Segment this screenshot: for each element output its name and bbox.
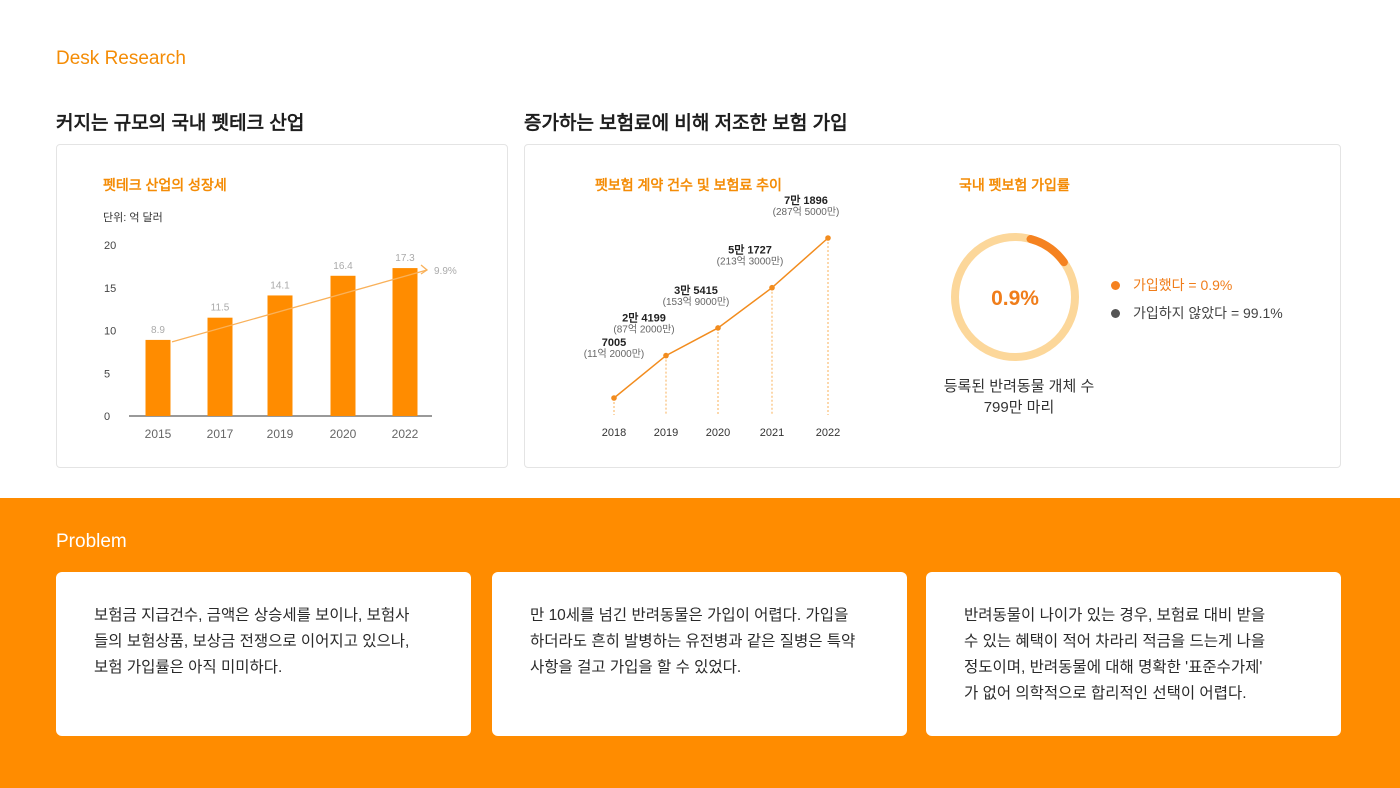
x-tick-label: 2019	[654, 427, 678, 439]
donut-caption-line-2: 799만 마리	[983, 399, 1055, 416]
trend-line	[171, 269, 428, 343]
x-tick-label: 2019	[267, 427, 294, 441]
bar-2017	[207, 317, 233, 416]
pettech-growth-card: 펫테크 산업의 성장세 단위: 억 달러 0 5 10 15 20 8.9 2015 11.5…	[56, 144, 508, 468]
donut-center-value: 0.9%	[991, 287, 1039, 310]
legend-item-not-joined: 가입하지 않았다 = 99.1%	[1111, 299, 1283, 327]
donut-chart-title: 국내 펫보험 가입률	[959, 177, 1070, 193]
donut-arc-joined	[1026, 235, 1068, 267]
point-value-label: 2만 4199	[622, 311, 666, 325]
data-point-2019	[663, 352, 669, 359]
legend-label-not-joined: 가입하지 않았다 = 99.1%	[1133, 305, 1283, 321]
x-tick-label: 2020	[330, 427, 357, 441]
section-label-desk-research: Desk Research	[56, 48, 186, 69]
legend-dot-joined	[1111, 280, 1120, 290]
problem-card-1: 보험금 지급건수, 금액은 상승세를 보이나, 보험사 들의 보험상품, 보상금…	[56, 572, 471, 736]
y-tick-label: 5	[104, 368, 110, 380]
donut-chart: 0.9%	[951, 233, 1079, 361]
problem-text-1: 보험금 지급건수, 금액은 상승세를 보이나, 보험사 들의 보험상품, 보상금…	[94, 607, 410, 676]
legend-item-joined: 가입했다 = 0.9%	[1111, 271, 1283, 299]
line-chart: 7005(11억 2000만) 2018 2만 4199(87억 2000만) 201…	[584, 193, 840, 439]
bar-value-label: 17.3	[395, 253, 415, 264]
point-sub-label: (153억 9000만)	[663, 296, 730, 308]
donut-legend: 가입했다 = 0.9% 가입하지 않았다 = 99.1%	[1111, 271, 1283, 327]
bar-value-label: 16.4	[333, 261, 353, 272]
trend-arrowhead-icon	[420, 264, 429, 275]
point-value-label: 5만 1727	[728, 243, 772, 257]
bar-2022	[392, 268, 418, 416]
problem-section: Problem 보험금 지급건수, 금액은 상승세를 보이나, 보험사 들의 보…	[0, 498, 1400, 788]
x-tick-label: 2022	[392, 427, 419, 441]
legend-label-joined: 가입했다 = 0.9%	[1133, 277, 1233, 293]
bar-value-label: 14.1	[270, 280, 290, 291]
donut-caption-line-1: 등록된 반려동물 개체 수	[943, 378, 1095, 395]
bar-2020	[330, 275, 356, 416]
problem-text-3: 반려동물이 나이가 있는 경우, 보험료 대비 받을 수 있는 혜택이 적어 차…	[964, 607, 1266, 702]
bar-value-label: 8.9	[151, 325, 165, 336]
point-sub-label: (213억 3000만)	[717, 256, 784, 268]
data-point-2021	[769, 284, 775, 291]
y-tick-label: 10	[104, 326, 116, 338]
x-tick-label: 2017	[207, 427, 234, 441]
unit-note: 단위: 억 달러	[103, 212, 163, 224]
point-value-label: 7005	[602, 337, 626, 349]
left-subhead: 커지는 규모의 국내 펫테크 산업	[56, 113, 305, 134]
problem-text-2: 만 10세를 넘긴 반려동물은 가입이 어렵다. 가입을 하더라도 흔히 발병하…	[530, 607, 856, 676]
data-point-2022	[825, 235, 831, 241]
y-tick-label: 0	[104, 411, 110, 423]
line-chart-title: 펫보험 계약 건수 및 보험료 추이	[595, 177, 782, 193]
insurance-card: 펫보험 계약 건수 및 보험료 추이 7005 (11억 2000만) 2018 2만…	[524, 144, 1341, 468]
bar-value-label: 11.5	[211, 303, 230, 314]
legend-dot-not-joined	[1111, 308, 1120, 318]
y-tick-label: 20	[104, 240, 116, 252]
donut-track-not-joined	[951, 233, 1079, 361]
x-tick-label: 2021	[760, 427, 784, 439]
trend-label: 9.9%	[434, 266, 457, 277]
bar-2019	[267, 295, 293, 416]
problem-card-2: 만 10세를 넘긴 반려동물은 가입이 어렵다. 가입을 하더라도 흔히 발병하…	[492, 572, 907, 736]
x-tick-label: 2022	[816, 427, 840, 439]
x-tick-label: 2020	[706, 427, 730, 439]
bar-chart: 0 5 10 15 20 8.9 2015 11.5 2017 14.1 2019 16.4 2020 1…	[104, 240, 457, 441]
x-tick-label: 2015	[145, 427, 172, 441]
point-value-label: 3만 5415	[674, 283, 718, 297]
x-tick-label: 2018	[602, 427, 626, 439]
point-sub-label: (287억 5000만)	[773, 206, 840, 218]
donut-caption: 등록된 반려동물 개체 수 799만 마리	[899, 376, 1139, 418]
data-point-2018	[611, 395, 617, 401]
point-sub-label: (11억 2000만)	[584, 348, 644, 360]
y-tick-label: 15	[104, 283, 116, 295]
bar-2015	[145, 339, 171, 416]
problem-card-3: 반려동물이 나이가 있는 경우, 보험료 대비 받을 수 있는 혜택이 적어 차…	[926, 572, 1341, 736]
bar-chart-title: 펫테크 산업의 성장세	[103, 177, 227, 193]
point-sub-label: (87억 2000만)	[613, 324, 674, 336]
data-point-2020	[715, 325, 721, 331]
point-value-label: 7만 1896	[784, 193, 828, 207]
right-subhead: 증가하는 보험료에 비해 저조한 보험 가입	[524, 113, 848, 134]
section-label-problem: Problem	[56, 531, 127, 552]
